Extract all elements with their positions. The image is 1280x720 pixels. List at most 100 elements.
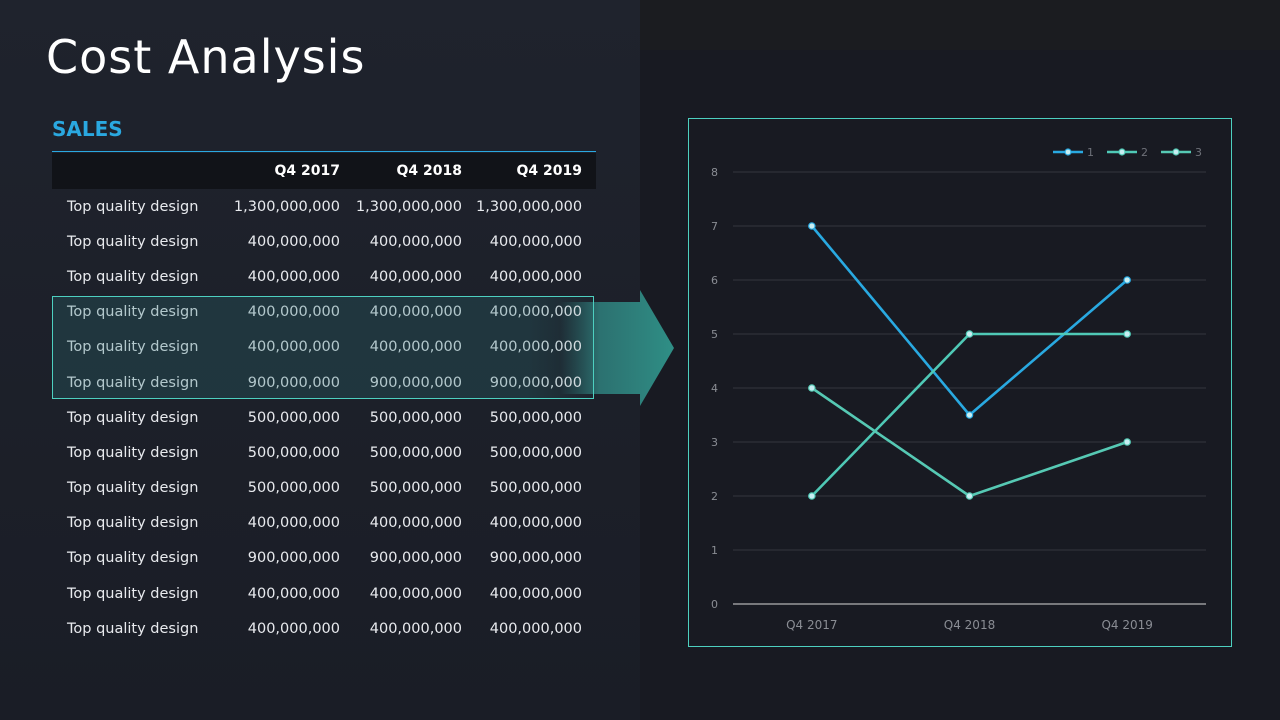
value-cell: 400,000,000 bbox=[489, 233, 582, 250]
value-cell: 400,000,000 bbox=[369, 515, 462, 532]
table-row: Top quality design 900,000,000900,000,000… bbox=[52, 365, 596, 400]
value-cell: 400,000,000 bbox=[476, 295, 596, 330]
value-cell: 400,000,000 bbox=[369, 233, 462, 250]
value-cell: 500,000,000 bbox=[489, 409, 582, 426]
sales-table: Q4 2017 Q4 2018 Q4 2019 Top quality desi… bbox=[52, 153, 596, 646]
value-cell: 500,000,000 bbox=[369, 444, 462, 461]
value-cell: 500,000,000 bbox=[247, 409, 340, 426]
row-label-cell: Top quality design bbox=[52, 295, 232, 330]
value-cell: 400,000,000 bbox=[489, 585, 582, 602]
data-point bbox=[808, 492, 816, 500]
data-point bbox=[808, 384, 816, 392]
row-label-cell: Top quality design bbox=[67, 550, 199, 567]
value-cell: 900,000,000 bbox=[354, 365, 476, 400]
y-tick-label: 4 bbox=[711, 382, 718, 395]
y-tick-label: 5 bbox=[711, 328, 718, 341]
data-point bbox=[1123, 276, 1131, 284]
column-header: Q4 2017 bbox=[274, 163, 340, 179]
value-cell: 400,000,000 bbox=[354, 295, 476, 330]
legend-swatch-marker bbox=[1172, 148, 1180, 156]
value-cell: 400,000,000 bbox=[247, 620, 340, 637]
y-tick-label: 3 bbox=[711, 436, 718, 449]
value-cell: 400,000,000 bbox=[369, 585, 462, 602]
value-cell: 400,000,000 bbox=[369, 620, 462, 637]
value-cell: 900,000,000 bbox=[369, 550, 462, 567]
y-tick-label: 8 bbox=[711, 166, 718, 179]
column-header: Q4 2019 bbox=[516, 163, 582, 179]
left-panel bbox=[0, 0, 640, 720]
row-label-cell: Top quality design bbox=[67, 585, 199, 602]
value-cell: 1,300,000,000 bbox=[476, 198, 583, 215]
row-label-cell: Top quality design bbox=[67, 198, 199, 215]
table-row: Top quality design 500,000,000 500,000,000… bbox=[52, 471, 596, 506]
y-tick-label: 2 bbox=[711, 490, 718, 503]
data-point bbox=[808, 222, 816, 230]
legend-label: 1 bbox=[1087, 146, 1094, 159]
value-cell: 400,000,000 bbox=[232, 330, 354, 365]
table-row: Top quality design400,000,000400,000,000… bbox=[52, 295, 596, 330]
right-top-band bbox=[640, 0, 1280, 50]
y-tick-label: 6 bbox=[711, 274, 718, 287]
row-label-cell: Top quality design bbox=[67, 480, 199, 497]
highlight-arrow-shape bbox=[560, 290, 674, 406]
row-label-cell: Top quality design bbox=[67, 444, 199, 461]
line-chart: 0 1 2 3 4 5 6 7 8 Q4 2017 Q4 2018 Q4 2019 1 2 3 bbox=[711, 146, 1206, 632]
value-cell: 900,000,000 bbox=[489, 550, 582, 567]
x-tick-label: Q4 2018 bbox=[944, 618, 995, 632]
value-cell: 500,000,000 bbox=[247, 480, 340, 497]
y-tick-label: 1 bbox=[711, 544, 718, 557]
row-label-cell: Top quality design bbox=[52, 365, 232, 400]
legend-swatch-marker bbox=[1118, 148, 1126, 156]
data-point bbox=[1123, 438, 1131, 446]
value-cell: 400,000,000 bbox=[489, 515, 582, 532]
x-tick-label: Q4 2019 bbox=[1101, 618, 1152, 632]
row-label-cell: Top quality design bbox=[52, 330, 232, 365]
table-row: Top quality design400,000,000400,000,000… bbox=[52, 330, 596, 365]
legend-swatch-marker bbox=[1064, 148, 1072, 156]
value-cell: 400,000,000 bbox=[247, 233, 340, 250]
legend-label: 3 bbox=[1195, 146, 1202, 159]
series-line bbox=[810, 225, 1129, 417]
value-cell: 500,000,000 bbox=[369, 409, 462, 426]
slide-title: Cost Analysis bbox=[46, 30, 366, 84]
table-row: Top quality design 900,000,000 900,000,000… bbox=[52, 541, 596, 576]
right-panel bbox=[640, 50, 1280, 720]
section-label: SALES bbox=[52, 117, 123, 141]
section-rule bbox=[52, 151, 596, 152]
data-point bbox=[965, 330, 974, 338]
table-row: Top quality design 400,000,000 400,000,000… bbox=[52, 259, 596, 294]
value-cell: 400,000,000 bbox=[247, 268, 340, 285]
row-label-cell: Top quality design bbox=[67, 268, 199, 285]
value-cell: 400,000,000 bbox=[489, 620, 582, 637]
value-cell: 500,000,000 bbox=[489, 444, 582, 461]
value-cell: 500,000,000 bbox=[247, 444, 340, 461]
value-cell: 400,000,000 bbox=[247, 585, 340, 602]
row-label-cell: Top quality design bbox=[67, 233, 199, 250]
value-cell: 400,000,000 bbox=[232, 295, 354, 330]
legend-label: 2 bbox=[1141, 146, 1148, 159]
value-cell: 400,000,000 bbox=[489, 268, 582, 285]
table-row: Top quality design 1,300,000,000 1,300,000… bbox=[52, 189, 596, 224]
row-label-cell: Top quality design bbox=[67, 409, 199, 426]
data-point bbox=[1123, 330, 1131, 338]
value-cell: 400,000,000 bbox=[354, 330, 476, 365]
row-label-cell: Top quality design bbox=[67, 515, 199, 532]
row-label-cell: Top quality design bbox=[67, 620, 199, 637]
value-cell: 400,000,000 bbox=[369, 268, 462, 285]
table-row: Top quality design 500,000,000 500,000,000… bbox=[52, 435, 596, 470]
table-row: Top quality design 400,000,000 400,000,000… bbox=[52, 611, 596, 646]
value-cell: 1,300,000,000 bbox=[355, 198, 462, 215]
value-cell: 1,300,000,000 bbox=[233, 198, 340, 215]
value-cell: 900,000,000 bbox=[476, 365, 596, 400]
value-cell: 500,000,000 bbox=[369, 480, 462, 497]
table-row: Top quality design 400,000,000 400,000,000… bbox=[52, 576, 596, 611]
value-cell: 400,000,000 bbox=[247, 515, 340, 532]
data-point bbox=[965, 492, 974, 500]
table-row: Top quality design 500,000,000 500,000,000… bbox=[52, 400, 596, 435]
data-point bbox=[965, 411, 974, 419]
table-row: Top quality design 400,000,000 400,000,000… bbox=[52, 506, 596, 541]
value-cell: 500,000,000 bbox=[489, 480, 582, 497]
y-tick-label: 7 bbox=[711, 220, 718, 233]
x-tick-label: Q4 2017 bbox=[786, 618, 837, 632]
y-tick-label: 0 bbox=[711, 598, 718, 611]
